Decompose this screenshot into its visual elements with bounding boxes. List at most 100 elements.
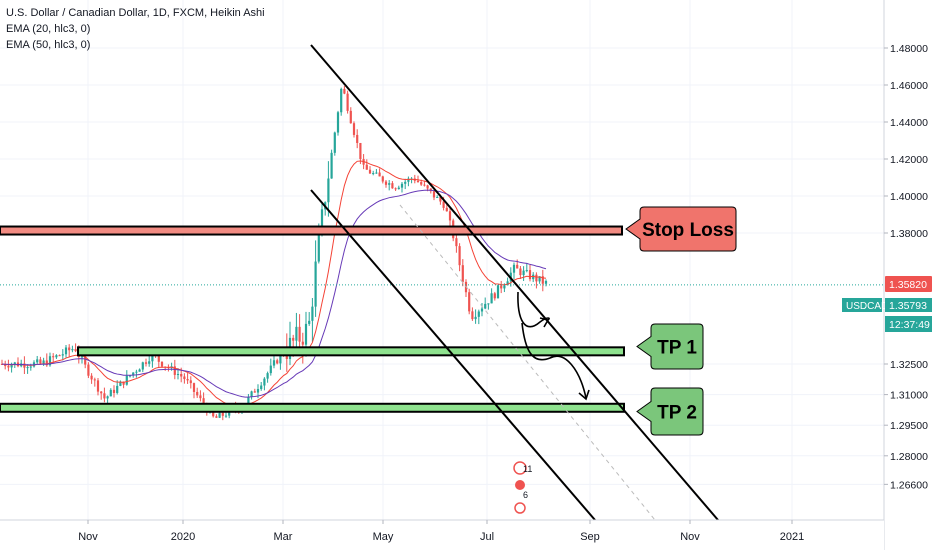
countdown-tag <box>885 316 932 332</box>
flag-icon[interactable] <box>515 480 525 490</box>
candle-body <box>55 355 58 358</box>
candle-body <box>256 389 260 393</box>
candle-body <box>506 281 509 286</box>
candle-body <box>320 209 324 232</box>
candle-body <box>375 172 378 174</box>
candle-body <box>384 181 388 185</box>
time-tick-label: May <box>373 531 394 543</box>
candle-body <box>128 375 132 377</box>
candle-body <box>535 274 538 282</box>
tp2-callout-bubble <box>636 387 704 436</box>
candle-body <box>461 265 464 282</box>
candle-body <box>423 184 426 186</box>
candle-body <box>388 183 391 185</box>
candle-body <box>432 191 436 198</box>
candle-body <box>336 112 340 133</box>
candle-body <box>48 356 52 366</box>
candle-body <box>58 355 61 357</box>
candle-body <box>138 369 141 372</box>
projection-arrow-2 <box>521 322 587 399</box>
tp2-zone <box>0 402 625 413</box>
candle-body <box>279 353 282 364</box>
candle-body <box>148 361 151 364</box>
candle-body <box>349 110 352 124</box>
candle-body <box>308 320 311 324</box>
candle-body <box>474 316 477 320</box>
candle-body <box>192 383 196 392</box>
candle-body <box>160 361 164 367</box>
event-badge-icon-2[interactable] <box>514 502 526 514</box>
candle-body <box>346 93 349 111</box>
candle-body <box>333 132 336 153</box>
last-price-tag <box>885 276 932 292</box>
candle-body <box>500 285 503 289</box>
candle-body <box>103 393 106 399</box>
price-tick-label: 1.44000 <box>890 117 928 129</box>
ema20-legend: EMA (20, hlc3, 0) <box>6 23 91 35</box>
candle-body <box>544 280 548 284</box>
candle-body <box>480 308 484 312</box>
candle-body <box>397 187 400 190</box>
candle-body <box>132 372 135 376</box>
event-badge-icon[interactable] <box>513 461 527 475</box>
candle-body <box>10 364 13 368</box>
candle-body <box>519 268 522 276</box>
candle-body <box>276 360 279 364</box>
candle-body <box>512 264 516 273</box>
candle-body <box>359 142 362 160</box>
candle-body <box>391 183 394 189</box>
candle-body <box>442 201 445 208</box>
candle-body <box>541 276 544 284</box>
ema20-line <box>1 160 547 407</box>
channel-mid-line <box>399 204 656 521</box>
candle-body <box>26 367 29 369</box>
stop-loss-callout-text: Stop Loss <box>642 220 734 241</box>
candle-body <box>304 323 308 345</box>
candle-body <box>285 354 288 359</box>
candle-body <box>157 355 160 362</box>
candle-body <box>68 347 71 351</box>
time-tick-label: Jul <box>480 531 494 543</box>
chart-title: U.S. Dollar / Canadian Dollar, 1D, FXCM,… <box>6 7 265 19</box>
candle-body <box>112 389 116 393</box>
candle-body <box>365 164 368 170</box>
candle-body <box>420 182 423 185</box>
price-tick-label: 1.32500 <box>890 359 928 371</box>
candle-body <box>71 349 74 351</box>
candle-body <box>64 347 68 355</box>
price-axis[interactable] <box>884 0 932 550</box>
candle-body <box>183 376 186 380</box>
candle-body <box>407 178 410 182</box>
ema50-line <box>1 189 547 398</box>
candle-body <box>84 356 87 365</box>
candle-body <box>93 379 96 381</box>
time-axis[interactable] <box>0 520 884 550</box>
channel-upper-line <box>310 44 719 521</box>
candle-body <box>493 293 496 299</box>
candle-body <box>224 415 228 417</box>
last-price-value: 1.35820 <box>889 279 927 291</box>
candle-body <box>215 416 218 418</box>
candle-body <box>400 183 404 188</box>
price-tick-label: 1.48000 <box>890 43 928 55</box>
candle-body <box>109 389 112 397</box>
chart-legend: U.S. Dollar / Canadian Dollar, 1D, FXCM,… <box>6 5 265 53</box>
candle-body <box>528 270 532 280</box>
price-tick-label: 1.46000 <box>890 80 928 92</box>
candle-body <box>295 326 298 341</box>
candle-body <box>263 378 266 386</box>
candle-body <box>445 207 448 212</box>
candle-body <box>250 391 253 397</box>
channel-lower-line <box>310 189 596 521</box>
candle-body <box>247 396 250 405</box>
candle-body <box>176 373 180 375</box>
candle-body <box>525 270 528 272</box>
candle-body <box>122 381 125 385</box>
projection-arrowhead-1 <box>539 317 550 328</box>
candle-body <box>487 303 490 305</box>
candle-body <box>29 366 32 368</box>
candle-body <box>106 396 109 399</box>
time-tick-label: Mar <box>274 531 293 543</box>
